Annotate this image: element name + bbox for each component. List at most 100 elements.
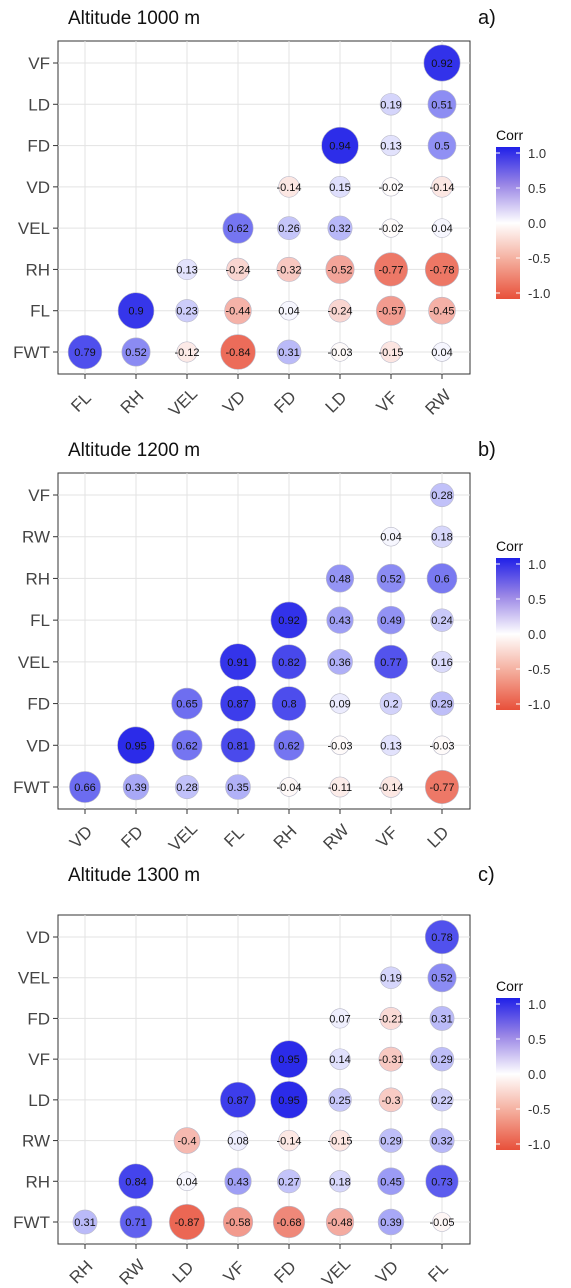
corr-value-label: 0.84 — [125, 1176, 146, 1188]
corr-value-label: 0.32 — [329, 223, 350, 235]
legend-tick-label: -0.5 — [528, 251, 550, 266]
corr-value-label: 0.62 — [176, 740, 197, 752]
corr-circle — [424, 252, 460, 287]
corr-value-label: 0.14 — [329, 1054, 350, 1066]
legend-tick-label: 0.0 — [528, 216, 546, 231]
x-tick-label: VD — [372, 1257, 402, 1287]
x-tick-label: LD — [169, 1258, 198, 1287]
corr-value-label: 0.71 — [125, 1217, 146, 1229]
corr-circle — [379, 93, 403, 116]
y-tick-label: VEL — [18, 653, 50, 672]
corr-circle — [325, 564, 355, 593]
corr-value-label: 0.19 — [380, 99, 401, 111]
corr-value-label: 0.45 — [380, 1176, 401, 1188]
corr-value-label: -0.14 — [276, 182, 301, 194]
corr-circle — [326, 606, 354, 634]
corr-value-label: 0.39 — [125, 782, 146, 794]
corr-value-label: 0.65 — [176, 699, 197, 711]
corr-circle — [330, 735, 350, 755]
x-tick-label: RH — [117, 387, 148, 418]
corr-circle — [329, 176, 351, 198]
y-tick-label: LD — [28, 95, 50, 114]
y-tick-label: LD — [28, 1091, 50, 1110]
legend-tick-label: 1.0 — [528, 557, 546, 572]
corr-circle — [177, 1171, 197, 1191]
corr-circle — [220, 334, 256, 370]
corr-value-label: 0.43 — [329, 615, 350, 627]
corr-value-label: 0.13 — [380, 141, 401, 153]
panel-title: Altitude 1300 m — [68, 865, 200, 886]
y-tick-label: FD — [27, 137, 50, 156]
corr-value-label: -0.11 — [328, 782, 352, 794]
legend-tick-label: -0.5 — [528, 662, 550, 677]
corr-value-label: 0.09 — [329, 699, 350, 711]
corr-value-label: 0.18 — [329, 1176, 350, 1188]
y-tick-label: RH — [25, 569, 50, 588]
corr-circle — [277, 216, 301, 241]
corr-circle — [69, 771, 101, 803]
y-tick-label: FWT — [13, 343, 50, 362]
corr-value-label: 0.29 — [380, 1136, 401, 1148]
corr-circle — [117, 726, 155, 765]
panel-letter: c) — [478, 864, 495, 886]
corr-value-label: 0.92 — [431, 58, 452, 70]
x-tick-label: RH — [66, 1257, 97, 1288]
corr-value-label: -0.78 — [429, 264, 454, 276]
corr-circle — [122, 773, 150, 801]
x-tick-label: VEL — [318, 1254, 354, 1288]
corr-value-label: 0.08 — [227, 1136, 248, 1148]
corr-value-label: -0.77 — [378, 264, 403, 276]
corr-circle — [427, 963, 457, 993]
corr-value-label: 0.5 — [434, 141, 449, 153]
corr-value-label: -0.14 — [429, 182, 454, 194]
corr-circle — [225, 774, 251, 800]
corr-value-label: 0.79 — [74, 347, 95, 359]
corr-value-label: 0.24 — [431, 615, 452, 627]
legend-tick-label: 0.0 — [528, 1067, 546, 1082]
corr-circle — [380, 734, 402, 756]
corr-value-label: 0.31 — [278, 347, 299, 359]
corr-value-label: 0.22 — [431, 1095, 452, 1107]
corr-circle — [376, 563, 406, 593]
corr-circle — [270, 601, 308, 639]
corr-value-label: 0.51 — [431, 99, 452, 111]
x-tick-label: VF — [220, 1258, 249, 1287]
corr-value-label: -0.87 — [174, 1217, 199, 1229]
panel-3: Altitude 1300 m c) VD VEL FD VF LD RW RH FWT RH RW L… — [13, 864, 550, 1288]
corr-circle — [379, 692, 403, 715]
corr-value-label: 0.23 — [176, 306, 197, 318]
corr-circle — [271, 686, 307, 721]
corr-value-label: 0.04 — [431, 223, 452, 235]
corr-value-label: 0.13 — [176, 264, 197, 276]
legend-tick-label: 0.5 — [528, 592, 546, 607]
y-tick-label: FWT — [13, 1213, 50, 1232]
x-tick-label: VD — [66, 822, 96, 852]
corr-circle — [424, 769, 459, 804]
corr-value-label: -0.14 — [378, 782, 403, 794]
corr-value-label: -0.45 — [429, 306, 454, 318]
corr-circle — [171, 687, 203, 720]
corr-circle — [220, 727, 256, 763]
panel-title: Altitude 1000 m — [68, 8, 200, 29]
corr-circle — [278, 1129, 300, 1152]
corr-value-label: -0.02 — [378, 223, 403, 235]
corr-value-label: 0.77 — [380, 657, 401, 669]
corr-value-label: -0.02 — [378, 182, 403, 194]
legend-tick-label: 0.5 — [528, 181, 546, 196]
corr-value-label: 0.28 — [431, 490, 452, 502]
legend-tick-label: 1.0 — [528, 997, 546, 1012]
y-tick-label: VD — [26, 736, 50, 755]
corr-legend: Corr 1.0 0.5 0.0 -0.5 -1.0 — [496, 127, 550, 301]
corr-circle — [430, 1088, 454, 1112]
corr-value-label: 0.04 — [431, 347, 452, 359]
corr-circle — [377, 1167, 405, 1196]
corr-value-label: -0.31 — [378, 1054, 403, 1066]
corr-circle — [330, 342, 350, 362]
legend-tick-label: 1.0 — [528, 146, 546, 161]
corr-circle — [222, 1206, 254, 1238]
corr-circle — [174, 774, 200, 800]
panel-1: Altitude 1000 m a) VF LD FD VD VEL RH FL FWT FL RH V… — [13, 7, 550, 420]
corr-value-label: -0.48 — [327, 1217, 352, 1229]
corr-value-label: 0.95 — [278, 1095, 299, 1107]
